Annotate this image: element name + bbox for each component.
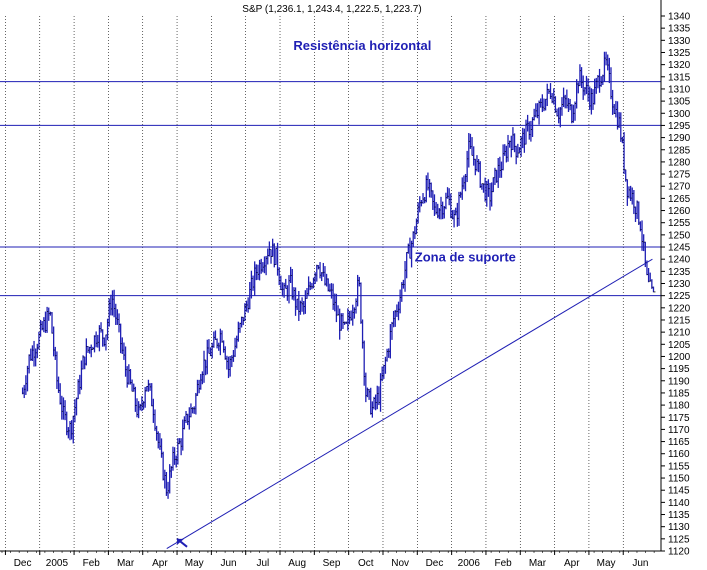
y-tick-label: 1260: [668, 206, 691, 217]
y-tick-label: 1145: [668, 486, 690, 497]
x-tick-label: Jun: [220, 558, 236, 569]
y-tick-label: 1230: [668, 279, 691, 290]
x-tick-label: Dec: [426, 558, 444, 569]
y-tick-label: 1195: [668, 364, 690, 375]
y-tick-label: 1140: [668, 498, 690, 509]
y-tick-label: 1205: [668, 340, 691, 351]
y-tick-label: 1280: [668, 157, 691, 168]
y-tick-label: 1300: [668, 109, 691, 120]
x-tick-label: Feb: [494, 558, 512, 569]
y-tick-label: 1285: [668, 145, 691, 156]
y-tick-label: 1325: [668, 48, 691, 59]
y-tick-label: 1305: [668, 97, 691, 108]
x-tick-label: Apr: [564, 558, 580, 569]
y-tick-label: 1270: [668, 182, 691, 193]
grid-lines: [5, 16, 624, 551]
y-tick-label: 1165: [668, 437, 690, 448]
y-tick-label: 1160: [668, 449, 690, 460]
y-tick-label: 1170: [668, 425, 690, 436]
y-tick-label: 1175: [668, 413, 690, 424]
y-tick-label: 1120: [668, 547, 690, 558]
x-tick-label: Nov: [391, 558, 409, 569]
y-tick-label: 1295: [668, 121, 691, 132]
level-lines: [0, 81, 661, 297]
x-tick-label: Sep: [323, 558, 341, 569]
y-tick-label: 1245: [668, 243, 691, 254]
y-tick-label: 1250: [668, 230, 691, 241]
x-tick-label: 2005: [46, 558, 69, 569]
support-trendline: [166, 258, 653, 549]
x-tick-label: Mar: [117, 558, 135, 569]
y-tick-label: 1240: [668, 255, 691, 266]
x-tick-label: Oct: [358, 558, 374, 569]
chart-title: S&P (1,236.1, 1,243.4, 1,222.5, 1,223.7): [242, 4, 421, 15]
annotation-label: Zona de suporte: [415, 250, 516, 265]
x-tick-label: Dec: [14, 558, 32, 569]
x-tick-label: Jul: [256, 558, 269, 569]
y-tick-label: 1310: [668, 84, 691, 95]
y-tick-label: 1210: [668, 328, 691, 339]
y-tick-label: 1190: [668, 376, 690, 387]
y-tick-label: 1255: [668, 218, 691, 229]
y-tick-label: 1155: [668, 461, 690, 472]
annotation-label: Resistência horizontal: [293, 38, 431, 53]
x-tick-label: Apr: [152, 558, 168, 569]
y-tick-label: 1125: [668, 534, 690, 545]
annotations: Resistência horizontal Zona de suporte: [176, 38, 516, 548]
x-tick-label: Mar: [529, 558, 547, 569]
x-tick-label: 2006: [458, 558, 481, 569]
arrow-head-icon: [177, 538, 185, 545]
y-tick-label: 1215: [668, 315, 691, 326]
y-tick-label: 1235: [668, 267, 691, 278]
x-tick-label: Feb: [83, 558, 101, 569]
x-tick-label: May: [185, 558, 204, 569]
trendline: [166, 258, 653, 549]
axes: [0, 0, 662, 552]
y-tick-label: 1185: [668, 388, 690, 399]
y-tick-label: 1290: [668, 133, 691, 144]
y-tick-label: 1220: [668, 303, 691, 314]
x-tick-labels: Dec 2005 Feb Mar Apr May Jun Jul Aug Sep Oct Nov Dec…: [1, 551, 655, 569]
x-tick-label: May: [597, 558, 616, 569]
y-tick-label: 1180: [668, 401, 690, 412]
y-tick-label: 1135: [668, 510, 690, 521]
y-tick-label: 1335: [668, 24, 691, 35]
y-tick-label: 1225: [668, 291, 691, 302]
x-tick-label: Jun: [632, 558, 648, 569]
price-bars: [21, 51, 656, 499]
y-tick-label: 1320: [668, 60, 691, 71]
x-tick-label: Aug: [288, 558, 306, 569]
y-tick-label: 1265: [668, 194, 691, 205]
y-tick-label: 1330: [668, 36, 691, 47]
y-tick-label: 1275: [668, 170, 691, 181]
y-tick-label: 1150: [668, 474, 690, 485]
y-tick-label: 1130: [668, 522, 690, 533]
y-tick-label: 1200: [668, 352, 691, 363]
y-tick-label: 1315: [668, 72, 691, 83]
y-tick-label: 1340: [668, 12, 691, 23]
